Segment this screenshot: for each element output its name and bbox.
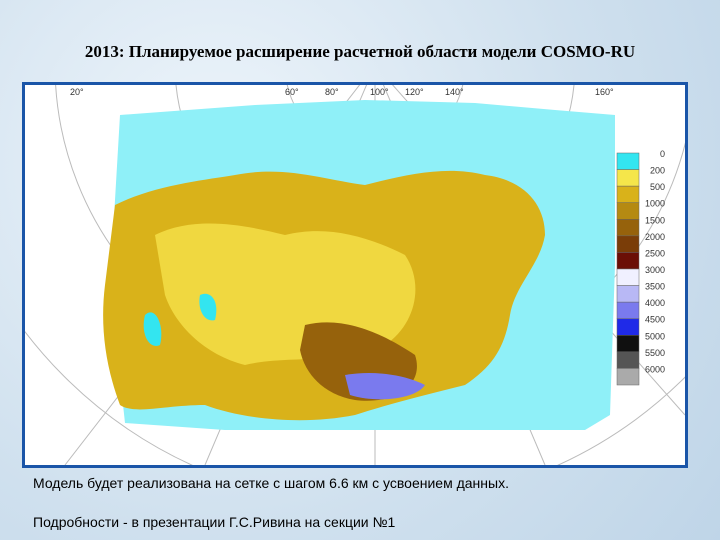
map: 20° 60° 80° 100° 120° 140° 160° 0 200 500 1000 150… (22, 82, 688, 468)
legend-swatch (616, 285, 640, 303)
graticule-label: 140° (445, 87, 464, 97)
graticule-label: 60° (285, 87, 299, 97)
legend-swatch (616, 202, 640, 220)
legend-label: 500 (650, 182, 665, 192)
sea (143, 312, 162, 346)
legend-label: 6000 (645, 364, 665, 374)
legend-label: 0 (660, 149, 665, 159)
graticule-labels: 20° 60° 80° 100° 120° 140° 160° (70, 87, 614, 97)
legend-label: 2500 (645, 248, 665, 258)
graticule-label: 80° (325, 87, 339, 97)
legend-swatch (616, 351, 640, 369)
legend-label: 1000 (645, 199, 665, 209)
legend-label: 5000 (645, 331, 665, 341)
mountains (345, 373, 425, 400)
caption: Модель будет реализована на сетке с шаго… (33, 475, 509, 491)
legend-swatch (616, 252, 640, 270)
slide-title: 2013: Планируемое расширение расчетной о… (84, 42, 636, 61)
caption: Подробности - в презентации Г.С.Ривина н… (33, 514, 396, 530)
legend-label: 3500 (645, 282, 665, 292)
legend-label: 2000 (645, 232, 665, 242)
legend-label: 3000 (645, 265, 665, 275)
legend-swatch (616, 169, 640, 187)
legend: 0 200 500 1000 1500 2000 2500 3000 3500 4000 4500 5… (616, 149, 665, 386)
legend-swatch (616, 335, 640, 353)
legend-swatch (616, 235, 640, 253)
legend-swatch (616, 268, 640, 286)
sea (199, 293, 217, 321)
legend-swatch (616, 368, 640, 386)
graticule-label: 120° (405, 87, 424, 97)
legend-label: 1500 (645, 215, 665, 225)
legend-swatch (616, 185, 640, 203)
legend-label: 5500 (645, 348, 665, 358)
legend-label: 200 (650, 166, 665, 176)
graticule-label: 100° (370, 87, 389, 97)
legend-swatch (616, 301, 640, 319)
legend-label: 4000 (645, 298, 665, 308)
legend-swatch (616, 219, 640, 237)
graticule-label: 160° (595, 87, 614, 97)
legend-label: 4500 (645, 315, 665, 325)
graticule-label: 20° (70, 87, 84, 97)
legend-swatch (616, 318, 640, 336)
legend-swatch (616, 152, 640, 170)
